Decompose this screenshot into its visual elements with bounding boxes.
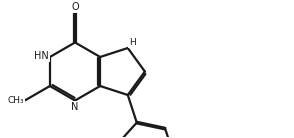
Text: CH₃: CH₃ bbox=[7, 96, 24, 105]
Text: HN: HN bbox=[34, 51, 49, 61]
Text: H: H bbox=[129, 38, 136, 47]
Text: O: O bbox=[71, 2, 79, 12]
Text: N: N bbox=[71, 102, 79, 112]
